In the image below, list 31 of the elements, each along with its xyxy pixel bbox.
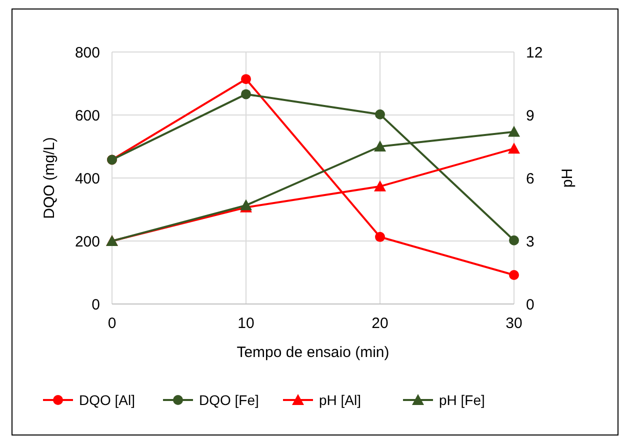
legend-label: DQO [Al] [79, 392, 136, 408]
y2-tick-label: 12 [526, 44, 543, 62]
legend-label: pH [Al] [319, 392, 362, 408]
legend-label: DQO [Fe] [199, 392, 259, 408]
y2-tick-label: 6 [526, 170, 534, 188]
point [375, 232, 385, 242]
point [508, 142, 520, 154]
y-tick-label: 400 [74, 170, 100, 188]
point [241, 74, 251, 84]
x-axis-title: Tempo de ensaio (min) [236, 344, 390, 361]
point [374, 140, 386, 152]
x-tick-label: 0 [108, 315, 116, 332]
y-tick-label: 200 [74, 233, 100, 250]
point [375, 109, 385, 120]
y2-tick-label: 0 [526, 296, 534, 314]
point [374, 180, 386, 192]
point [241, 89, 251, 100]
y2-tick-label: 3 [526, 233, 534, 250]
y2-axis-title: pH [559, 168, 576, 188]
x-tick-label: 30 [506, 315, 522, 332]
y-tick-label: 600 [74, 107, 100, 124]
y-axis-title: DQO (mg/L) [41, 137, 58, 219]
y-tick-label: 0 [92, 296, 100, 314]
x-tick-label: 20 [372, 315, 388, 332]
point [509, 235, 519, 246]
point [508, 126, 520, 137]
y-tick-label: 800 [74, 44, 100, 62]
point [509, 270, 519, 280]
legend-label: pH [Fe] [439, 392, 485, 408]
y2-tick-label: 9 [526, 107, 534, 124]
x-tick-label: 10 [238, 315, 254, 332]
